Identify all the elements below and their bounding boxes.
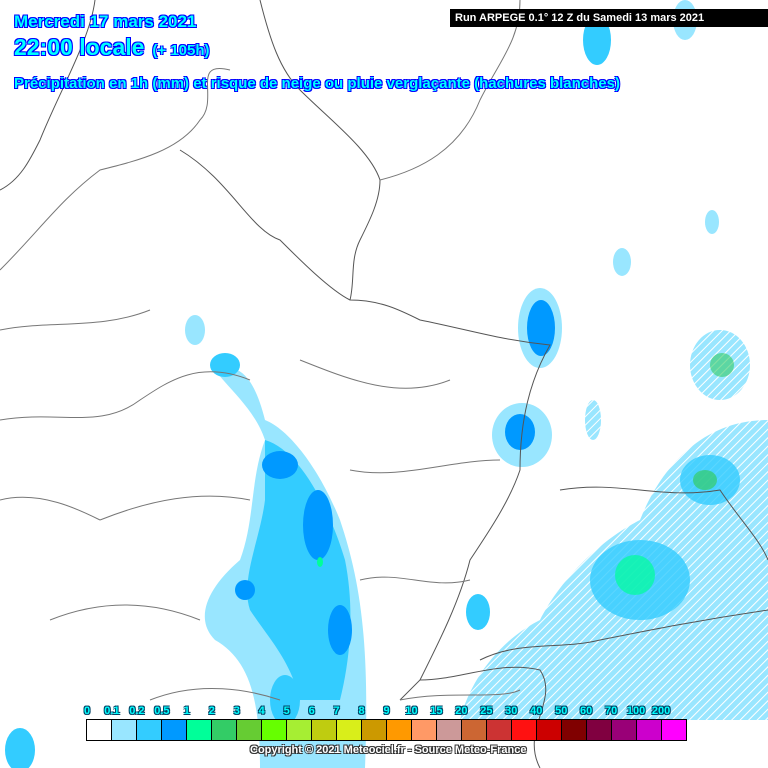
legend-swatch bbox=[462, 720, 487, 740]
legend-swatch bbox=[187, 720, 212, 740]
lead-time: (+ 105h) bbox=[152, 42, 210, 59]
legend-label: 1 bbox=[183, 705, 190, 717]
copyright: Copyright © 2021 Meteociel.fr - Source M… bbox=[250, 744, 527, 756]
legend-label: 200 bbox=[651, 705, 671, 717]
precipitation-areas bbox=[5, 0, 768, 768]
legend-label: 0.2 bbox=[129, 705, 145, 717]
legend-label: 25 bbox=[480, 705, 493, 717]
legend-swatch bbox=[437, 720, 462, 740]
legend-swatch bbox=[487, 720, 512, 740]
forecast-date: Mercredi 17 mars 2021 bbox=[14, 12, 197, 31]
legend-swatch bbox=[387, 720, 412, 740]
legend-swatch bbox=[662, 720, 686, 740]
legend-label: 40 bbox=[530, 705, 543, 717]
legend-label: 100 bbox=[626, 705, 646, 717]
legend-label: 2 bbox=[208, 705, 215, 717]
legend-label: 30 bbox=[505, 705, 518, 717]
legend-swatch bbox=[412, 720, 437, 740]
legend-swatch bbox=[562, 720, 587, 740]
legend-label: 70 bbox=[605, 705, 618, 717]
legend-swatches bbox=[86, 719, 687, 741]
legend-swatch bbox=[212, 720, 237, 740]
legend-label: 5 bbox=[283, 705, 290, 717]
legend-labels: 0 0.1 0.2 0.5 1 2 3 4 5 6 7 8 9 10 15 20 25 30 40 50 60 70 100… bbox=[83, 705, 703, 719]
legend-label: 3 bbox=[233, 705, 240, 717]
legend-swatch bbox=[587, 720, 612, 740]
legend-label: 6 bbox=[308, 705, 315, 717]
map-description: Précipitation en 1h (mm) et risque de ne… bbox=[14, 75, 620, 92]
legend-swatch bbox=[637, 720, 662, 740]
legend-swatch bbox=[237, 720, 262, 740]
legend-label: 7 bbox=[333, 705, 340, 717]
run-label: Run ARPEGE 0.1° 12 Z du Samedi 13 mars 2… bbox=[450, 9, 768, 27]
legend-swatch bbox=[162, 720, 187, 740]
legend-label: 0.5 bbox=[154, 705, 170, 717]
legend-swatch bbox=[337, 720, 362, 740]
legend-label: 0 bbox=[83, 705, 91, 717]
legend-swatch bbox=[612, 720, 637, 740]
legend-label: 4 bbox=[258, 705, 265, 717]
legend-swatch bbox=[262, 720, 287, 740]
legend-label: 8 bbox=[358, 705, 365, 717]
legend-label: 0.1 bbox=[104, 705, 120, 717]
legend-label: 15 bbox=[430, 705, 443, 717]
legend-label: 50 bbox=[555, 705, 568, 717]
legend-swatch bbox=[362, 720, 387, 740]
forecast-hour: 22:00 locale bbox=[14, 34, 145, 60]
legend-swatch bbox=[537, 720, 562, 740]
legend-swatch bbox=[112, 720, 137, 740]
forecast-time: 22:00 locale (+ 105h) bbox=[14, 34, 210, 61]
color-legend: 0 0.1 0.2 0.5 1 2 3 4 5 6 7 8 9 10 15 20 25 30 40 50 60 70 100… bbox=[83, 705, 703, 741]
legend-label: 20 bbox=[455, 705, 468, 717]
legend-label: 60 bbox=[580, 705, 593, 717]
legend-swatch bbox=[312, 720, 337, 740]
legend-swatch bbox=[137, 720, 162, 740]
legend-label: 10 bbox=[405, 705, 418, 717]
legend-swatch bbox=[87, 720, 112, 740]
legend-label: 9 bbox=[383, 705, 390, 717]
legend-swatch bbox=[512, 720, 537, 740]
legend-swatch bbox=[287, 720, 312, 740]
